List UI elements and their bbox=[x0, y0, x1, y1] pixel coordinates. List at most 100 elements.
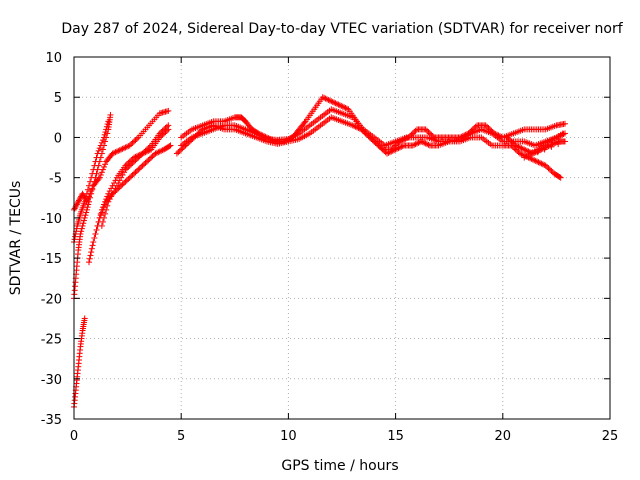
data-point bbox=[80, 192, 87, 199]
data-point bbox=[418, 138, 425, 145]
y-tick-label: 0 bbox=[54, 131, 62, 146]
data-point bbox=[412, 127, 419, 134]
data-point bbox=[136, 153, 143, 160]
data-point bbox=[101, 201, 108, 208]
y-tick-label: -35 bbox=[41, 413, 62, 428]
data-point bbox=[349, 122, 356, 129]
data-point bbox=[409, 130, 416, 137]
data-point bbox=[519, 145, 526, 152]
data-point bbox=[97, 142, 104, 149]
data-point bbox=[412, 141, 419, 148]
data-point bbox=[162, 125, 169, 132]
x-tick-label: 15 bbox=[387, 429, 404, 444]
data-point bbox=[116, 177, 123, 184]
data-point bbox=[81, 214, 88, 221]
data-point bbox=[241, 117, 248, 124]
data-point bbox=[97, 171, 104, 178]
data-point bbox=[84, 196, 91, 203]
x-tick-label: 5 bbox=[177, 429, 185, 444]
data-point bbox=[95, 176, 102, 183]
data-point bbox=[131, 158, 138, 165]
data-point bbox=[149, 153, 156, 160]
data-point bbox=[536, 159, 543, 166]
data-point bbox=[95, 147, 102, 154]
data-point bbox=[325, 96, 332, 103]
data-point bbox=[541, 146, 548, 153]
data-point bbox=[509, 139, 516, 146]
data-point bbox=[103, 206, 110, 213]
data-point bbox=[176, 147, 183, 154]
data-point bbox=[78, 228, 85, 235]
data-point bbox=[512, 142, 519, 149]
data-point bbox=[125, 163, 132, 170]
data-point bbox=[82, 212, 89, 219]
chart-title: Day 287 of 2024, Sidereal Day-to-day VTE… bbox=[61, 21, 623, 37]
data-point bbox=[374, 141, 381, 148]
data-point bbox=[81, 194, 88, 201]
data-point bbox=[425, 129, 432, 136]
data-point bbox=[81, 315, 88, 322]
data-point bbox=[555, 141, 562, 148]
data-point bbox=[425, 141, 432, 148]
data-point bbox=[331, 99, 338, 106]
data-point bbox=[109, 150, 116, 157]
data-point bbox=[531, 157, 538, 164]
data-point bbox=[344, 105, 351, 112]
data-point bbox=[165, 122, 172, 129]
data-point bbox=[72, 233, 79, 240]
data-point bbox=[135, 166, 142, 173]
data-point bbox=[103, 123, 110, 130]
data-point bbox=[526, 155, 533, 162]
data-point bbox=[83, 206, 90, 213]
data-point bbox=[122, 144, 129, 151]
data-point bbox=[173, 150, 180, 157]
data-point bbox=[93, 154, 100, 161]
data-point bbox=[103, 126, 110, 133]
data-point bbox=[73, 225, 80, 232]
data-point bbox=[379, 146, 386, 153]
data-point bbox=[74, 200, 81, 207]
data-point bbox=[76, 196, 83, 203]
data-point bbox=[145, 145, 152, 152]
data-point bbox=[158, 147, 165, 154]
data-point bbox=[88, 188, 95, 195]
data-point bbox=[561, 138, 568, 145]
data-point bbox=[518, 145, 525, 152]
data-point bbox=[128, 141, 135, 148]
axes: 0 5 10 15 20 25 10 5 0 -5 -10 -15 -20 -25 -30 -35 bbox=[41, 51, 619, 444]
data-point bbox=[339, 103, 346, 110]
data-point bbox=[323, 96, 330, 103]
data-point bbox=[94, 150, 101, 157]
data-point bbox=[86, 193, 93, 200]
data-point bbox=[155, 149, 162, 156]
data-point bbox=[122, 166, 129, 173]
data-point bbox=[91, 162, 98, 169]
data-point bbox=[111, 188, 118, 195]
data-point bbox=[96, 145, 103, 152]
data-point bbox=[181, 143, 188, 150]
data-point bbox=[81, 217, 88, 224]
data-point bbox=[142, 159, 149, 166]
data-point bbox=[338, 102, 345, 109]
data-point bbox=[141, 161, 148, 168]
data-point bbox=[506, 137, 513, 144]
data-point bbox=[133, 155, 140, 162]
data-point bbox=[342, 104, 349, 111]
data-point bbox=[145, 157, 152, 164]
data-point bbox=[131, 170, 138, 177]
data-point bbox=[159, 147, 166, 154]
data-point bbox=[138, 151, 145, 158]
data-point bbox=[376, 143, 383, 150]
data-point bbox=[146, 155, 153, 162]
data-point bbox=[544, 163, 551, 170]
data-point bbox=[161, 126, 168, 133]
data-point bbox=[548, 167, 555, 174]
data-point bbox=[152, 150, 159, 157]
data-point bbox=[81, 193, 88, 200]
data-point bbox=[414, 140, 421, 147]
data-point bbox=[123, 177, 130, 184]
data-point bbox=[518, 151, 525, 158]
x-axis-label: GPS time / hours bbox=[281, 458, 398, 474]
data-point bbox=[522, 147, 529, 154]
